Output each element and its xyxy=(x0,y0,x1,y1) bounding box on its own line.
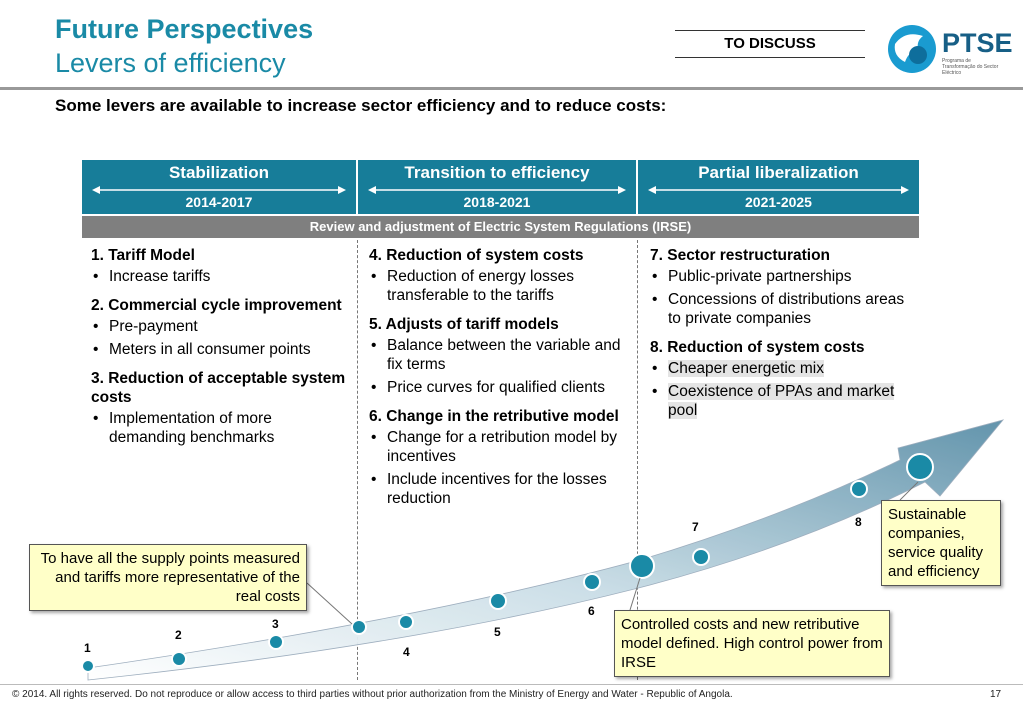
list-item: Balance between the variable and fix ter… xyxy=(371,336,631,374)
intro-text: Some levers are available to increase se… xyxy=(55,96,667,115)
milestone-label: 2 xyxy=(175,628,182,642)
lever-list: Public-private partnerships Concessions … xyxy=(650,267,920,328)
milestone-label: 6 xyxy=(588,604,595,618)
milestone-label: 7 xyxy=(692,520,699,534)
column-stabilization: 1. Tariff Model Increase tariffs 2. Comm… xyxy=(91,246,346,457)
phase-label: Stabilization xyxy=(168,163,270,182)
lever-list: Cheaper energetic mix Coexistence of PPA… xyxy=(650,359,920,420)
milestone-label: 4 xyxy=(403,645,410,659)
review-bar: Review and adjustment of Electric System… xyxy=(82,216,919,238)
milestone-label: 5 xyxy=(494,625,501,639)
list-item: Change for a retribution model by incent… xyxy=(371,428,631,466)
lever-heading: 8. Reduction of system costs xyxy=(650,339,865,356)
highlighted-text: Coexistence of PPAs and market pool xyxy=(668,383,895,419)
page-subtitle: Levers of efficiency xyxy=(55,48,286,78)
column-liberalization: 7. Sector restructuration Public-private… xyxy=(650,246,920,430)
phase-stabilization: Stabilization 2014-2017 xyxy=(82,160,356,214)
column-divider xyxy=(637,240,638,680)
page-title: Future Perspectives xyxy=(55,14,314,44)
milestone-label: 3 xyxy=(272,617,279,631)
list-item: Implementation of more demanding benchma… xyxy=(93,409,346,447)
lever-list: Implementation of more demanding benchma… xyxy=(91,409,346,447)
logo-wordmark: PTSE xyxy=(942,28,1013,58)
phase-years: 2014-2017 xyxy=(185,194,253,210)
lever-heading: 1. Tariff Model xyxy=(91,247,195,264)
list-item: Concessions of distributions areas to pr… xyxy=(652,290,920,328)
list-item: Coexistence of PPAs and market pool xyxy=(652,382,920,420)
highlighted-text: Cheaper energetic mix xyxy=(668,360,824,377)
phase-liberalization: Partial liberalization 2021-2025 xyxy=(638,160,919,214)
callout-controlled-costs: Controlled costs and new retributive mod… xyxy=(614,610,890,677)
logo-tagline: Programa de Transformação do Sector Eléc… xyxy=(942,58,999,76)
phase-years: 2018-2021 xyxy=(463,194,531,210)
list-item: Public-private partnerships xyxy=(652,267,920,286)
column-divider xyxy=(357,240,358,680)
list-item: Reduction of energy losses transferable … xyxy=(371,267,631,305)
lever-heading: 4. Reduction of system costs xyxy=(369,247,584,264)
column-transition: 4. Reduction of system costs Reduction o… xyxy=(369,246,631,518)
phase-transition: Transition to efficiency 2018-2021 xyxy=(358,160,636,214)
header-divider xyxy=(0,87,1023,90)
lever-list: Pre-payment Meters in all consumer point… xyxy=(91,317,346,359)
ptse-logo-icon xyxy=(888,25,936,73)
callout-supply-points: To have all the supply points measured a… xyxy=(29,544,307,611)
lever-list: Change for a retribution model by incent… xyxy=(369,428,631,508)
footer-divider xyxy=(0,684,1023,685)
lever-heading: 7. Sector restructuration xyxy=(650,247,831,264)
double-arrow-icon xyxy=(648,186,909,194)
list-item: Include incentives for the losses reduct… xyxy=(371,470,631,508)
list-item: Cheaper energetic mix xyxy=(652,359,920,378)
double-arrow-icon xyxy=(368,186,626,194)
lever-list: Balance between the variable and fix ter… xyxy=(369,336,631,397)
lever-heading: 5. Adjusts of tariff models xyxy=(369,316,559,333)
lever-heading: 6. Change in the retributive model xyxy=(369,408,619,425)
callout-sustainable: Sustainable companies, service quality a… xyxy=(881,500,1001,586)
lever-list: Increase tariffs xyxy=(91,267,346,286)
phase-label: Transition to efficiency xyxy=(404,163,590,182)
list-item: Meters in all consumer points xyxy=(93,340,346,359)
milestone-label: 1 xyxy=(84,641,91,655)
phase-years: 2021-2025 xyxy=(745,194,812,210)
copyright-footer: © 2014. All rights reserved. Do not repr… xyxy=(12,689,733,700)
lever-heading: 3. Reduction of acceptable system costs xyxy=(91,370,346,406)
double-arrow-icon xyxy=(92,186,346,194)
lever-list: Reduction of energy losses transferable … xyxy=(369,267,631,305)
list-item: Increase tariffs xyxy=(93,267,346,286)
list-item: Price curves for qualified clients xyxy=(371,378,631,397)
milestone-label: 8 xyxy=(855,515,862,529)
lever-heading: 2. Commercial cycle improvement xyxy=(91,297,342,314)
phase-label: Partial liberalization xyxy=(698,163,859,182)
page-number: 17 xyxy=(990,689,1002,700)
list-item: Pre-payment xyxy=(93,317,346,336)
discussion-tag: TO DISCUSS xyxy=(675,30,865,58)
